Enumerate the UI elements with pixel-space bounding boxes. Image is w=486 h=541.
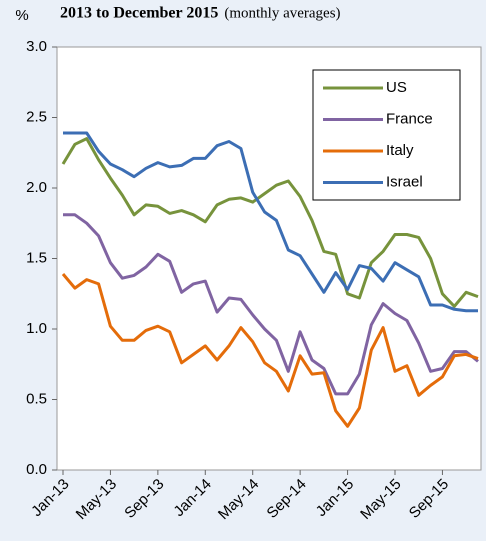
y-tick-label: 3.0 [26, 38, 47, 55]
x-tick-label: May-15 [357, 476, 404, 523]
x-tick-label: Jan-15 [313, 476, 357, 520]
chart-title: 2013 to December 2015 [60, 5, 218, 22]
series-line [61, 273, 479, 428]
y-tick-label: 0.0 [26, 461, 47, 478]
x-tick-label: Sep-15 [406, 476, 452, 522]
legend-label: France [386, 110, 433, 127]
x-tick-label: May-13 [73, 476, 120, 523]
chart-subtitle: (monthly averages) [224, 5, 340, 21]
y-tick-label: 2.5 [26, 108, 47, 125]
x-tick-label: Jan-14 [170, 476, 214, 520]
y-axis-label: % [15, 7, 28, 24]
series-line [61, 137, 479, 308]
series-line [63, 213, 479, 396]
x-tick-label: Sep-13 [121, 476, 167, 522]
legend-label: US [386, 79, 407, 96]
x-tick-label: May-14 [215, 476, 262, 523]
legend-box [312, 69, 461, 201]
legend-label: Italy [386, 142, 414, 159]
legend-label: Israel [386, 173, 423, 190]
y-tick-label: 2.0 [26, 179, 47, 196]
y-tick-label: 1.5 [26, 249, 47, 266]
x-tick-label: Jan-13 [28, 476, 72, 520]
series-line [63, 131, 478, 313]
y-tick-label: 1.0 [26, 320, 47, 337]
x-tick-label: Sep-14 [264, 476, 310, 522]
y-tick-label: 0.5 [26, 390, 47, 407]
